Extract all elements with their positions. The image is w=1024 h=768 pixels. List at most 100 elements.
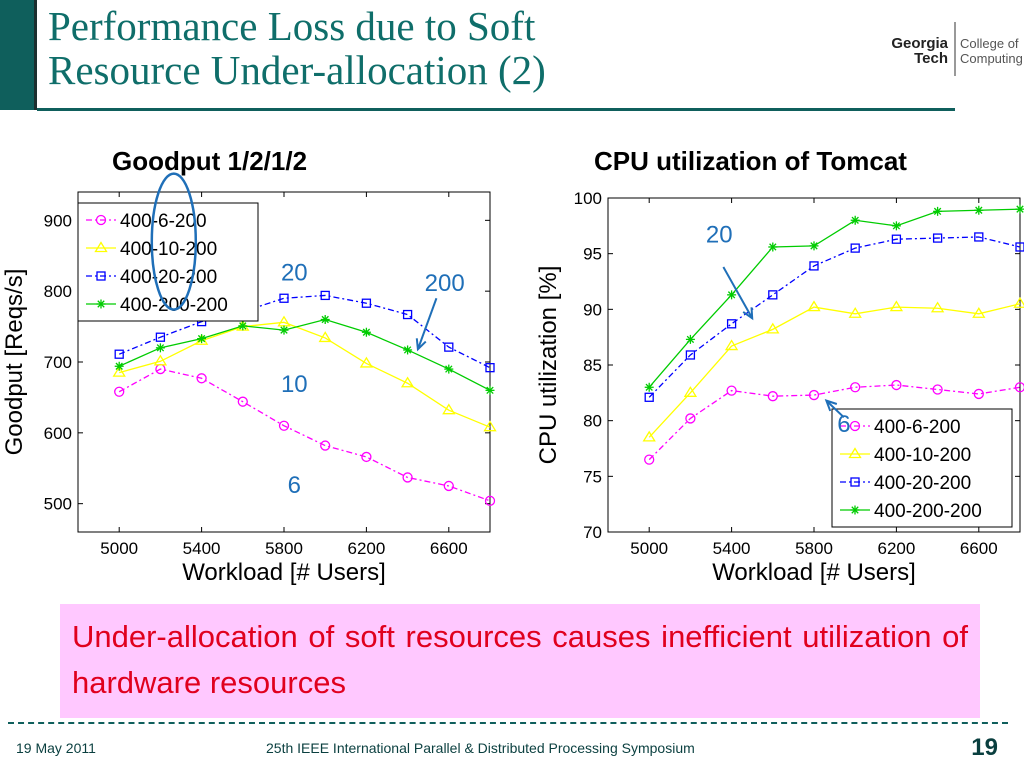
chart0-annotation-arrow-0 (415, 297, 438, 352)
chart1-series-2-point-1 (685, 350, 696, 360)
chart1-series-1-point-9 (1013, 297, 1024, 308)
chart1-series-1-point-3 (766, 322, 780, 334)
chart1-series-2-line (648, 236, 1021, 398)
chart1-series-1-point-5 (848, 307, 862, 318)
chart1-series-3-point-9 (1015, 204, 1024, 214)
chart0-series-1-point-5 (318, 331, 332, 343)
chart0-series-3-point-3 (238, 321, 248, 331)
chart1-series-3-point-4-stroke-3 (810, 242, 818, 250)
chart0-arrow-head-0 (415, 338, 427, 352)
takeaway-note: Under-allocation of soft resources cause… (60, 604, 980, 718)
chart1-arrow-shaft-1 (825, 399, 845, 419)
chart1-series-1-point-7 (930, 301, 945, 313)
logo-line-college: College of (960, 36, 1019, 51)
chart1-series-2-point-5 (850, 243, 860, 253)
chart1-series-0-point-2 (726, 385, 737, 396)
logo-divider (954, 22, 956, 76)
page-number: 19 (971, 734, 998, 761)
chart1-series-3-point-2 (727, 290, 737, 300)
chart0-series-3-point-3-stroke-3 (239, 322, 247, 330)
footer-date: 19 May 2011 (16, 740, 96, 756)
chart0-series-3-point-1 (155, 343, 165, 353)
chart0-series-2-point-6 (361, 298, 372, 308)
chart1-series-0-point-0 (644, 454, 655, 465)
chart1-series-0-point-9 (1014, 382, 1024, 393)
chart1-series-2-point-0 (644, 392, 654, 402)
chart0-ytick-label-4: 900 (44, 211, 72, 230)
chart1-legend-marker-2 (850, 477, 860, 487)
chart1-series-1 (642, 297, 1024, 442)
slide-title-line-2: Resource Under-allocation (2) (48, 47, 546, 93)
chart1-legend-marker-3-stroke-3 (851, 506, 859, 514)
chart0-series-0-point-9 (484, 495, 496, 506)
chart1-series-0-point-7 (932, 384, 943, 395)
chart0-series-0-point-5 (320, 440, 331, 451)
chart1-series-3-point-1 (685, 334, 695, 344)
chart1-series-3-line (648, 208, 1021, 388)
chart0-series-0-point-2 (196, 373, 207, 384)
chart0-series-2-point-5 (320, 290, 330, 301)
chart1-series-1-point-2 (724, 339, 739, 351)
cpu-chart-title: CPU utilization of Tomcat (594, 146, 907, 176)
chart0-series-3-point-6-stroke-3 (362, 328, 371, 336)
chart0-series-1-point-6 (359, 356, 374, 368)
chart1-series-3-point-7-stroke-3 (933, 207, 942, 216)
chart0-series-3-point-5 (320, 315, 330, 324)
chart1-series-2 (644, 232, 1024, 402)
chart1-series-2-point-8 (974, 232, 984, 242)
chart1-arrow-head-0 (742, 307, 754, 321)
chart0-series-1-line (119, 321, 491, 428)
chart0-series-0-point-6 (361, 451, 372, 463)
chart1-series-3-point-5 (850, 215, 860, 225)
chart0-legend: 400-6-200 400-10-200 400-20-200 400-200-200 (77, 202, 259, 322)
chart0-series-1-point-1 (153, 354, 168, 366)
chart1-series-3-point-9-stroke-3 (1016, 205, 1024, 213)
chart1-series-3-point-8 (974, 205, 984, 215)
chart1-series-0 (644, 379, 1024, 465)
chart1-series-3 (644, 204, 1024, 392)
chart1-series-0-line (648, 384, 1021, 461)
chart1-series-0-point-8 (973, 388, 984, 400)
slide-accent-edge (34, 0, 37, 110)
chart0-series-2-point-9 (485, 363, 495, 373)
slide-title: Performance Loss due to Soft Resource Un… (48, 4, 848, 92)
chart1-legend-label-0: 400-6-200 (874, 417, 961, 438)
chart0-series-3-point-8 (444, 364, 454, 374)
chart0-series-3-point-9 (485, 385, 495, 395)
chart0-annotation-2: 10 (281, 371, 308, 398)
chart0-series-2-line (118, 294, 491, 369)
chart1-series-3-point-6 (891, 221, 901, 231)
footer-dashed-divider (8, 722, 1008, 724)
chart0-series-1-point-7 (400, 376, 415, 388)
chart1-series-2-point-7 (932, 233, 943, 243)
chart1-legend-marker-1 (848, 447, 862, 459)
chart0-series-3 (114, 315, 495, 395)
chart0-series-2-point-7 (402, 309, 413, 320)
chart1-series-3-point-2-stroke-3 (727, 291, 736, 299)
chart1-series-3-point-4 (809, 241, 819, 251)
chart0-xtick-label-3: 6200 (347, 539, 385, 558)
chart0-series-3-point-5-stroke-3 (321, 315, 329, 324)
logo-line-georgia: Georgia (891, 35, 948, 52)
chart0-series-2-point-1 (155, 332, 166, 342)
chart0-legend-label-0: 400-6-200 (120, 211, 207, 232)
chart0-series-3-point-9-stroke-3 (486, 386, 494, 395)
logo-georgia-tech-text: Georgia Tech (891, 36, 948, 66)
chart1-series-1-point-0 (642, 430, 656, 442)
chart0-legend-label-1: 400-10-200 (120, 239, 217, 260)
chart0-ytick-label-2: 700 (44, 353, 72, 372)
chart1-series-3-point-0-stroke-3 (645, 383, 653, 391)
chart1-series-2-point-3 (768, 290, 778, 300)
chart0-ytick-label-3: 800 (44, 282, 72, 301)
chart0-series-0-point-0 (114, 386, 125, 397)
chart1-series-2-point-9 (1015, 242, 1024, 252)
chart1-legend-label-1: 400-10-200 (874, 445, 971, 466)
chart1-series-3-point-1-stroke-3 (686, 335, 695, 344)
chart1-series-1-point-8 (972, 307, 986, 318)
chart0-legend-box (77, 202, 259, 322)
logo-line-tech: Tech (914, 50, 948, 67)
chart0-series-1-point-9 (483, 420, 497, 432)
chart0-series-3-point-8-stroke-3 (445, 365, 453, 373)
chart0-highlight-ellipse (150, 172, 198, 311)
chart0-series-0 (114, 363, 496, 506)
